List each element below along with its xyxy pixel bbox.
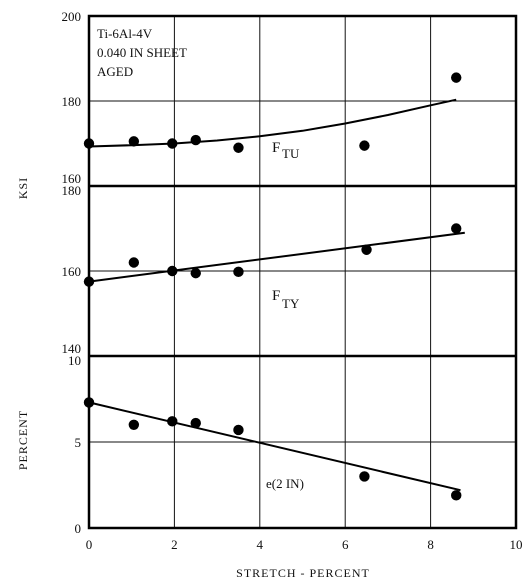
fty-tick-label: 140 [62,341,82,356]
fty-point [167,265,178,277]
elong-label: e(2 IN) [266,476,304,491]
elong-point [128,419,140,430]
ftu-point [190,134,201,146]
grid-lines [89,16,516,528]
annotation-line-3: AGED [97,64,133,79]
plot-frame [87,14,518,530]
plot-border [87,14,518,530]
ksi-axis-label: KSI [16,177,30,199]
ftu-tick-label: 160 [62,171,82,186]
elong-point [359,471,370,482]
fty-trend-line [88,231,465,283]
trend-lines [88,98,465,492]
ftu-label-main: F [272,140,280,156]
ftu-tick-label: 180 [62,94,82,109]
x-tick-label: 0 [86,537,93,552]
fty-label-main: F [272,288,280,304]
elong-point [233,424,244,436]
elong-trend-line [88,401,461,492]
elong-tick-label: 10 [68,353,81,368]
ftu-trend-line [88,98,457,148]
ftu-label-sub: TU [282,146,300,161]
fty-point [361,244,372,255]
x-tick-label: 4 [257,537,264,552]
x-tick-label: 2 [171,537,178,552]
fty-tick-label: 180 [62,183,82,198]
annotation-line-1: Ti-6Al-4V [97,26,153,41]
fty-point [128,257,140,268]
x-axis-label: STRETCH - PERCENT [236,566,370,580]
ftu-tick-label: 200 [62,9,82,24]
ftu-point [451,72,462,83]
x-tick-label: 10 [510,537,523,552]
percent-axis-label: PERCENT [16,410,30,470]
elong-point [190,417,201,429]
elong-tick-label: 5 [75,435,82,450]
elong-point [451,490,462,501]
fty-tick-label: 160 [62,264,82,279]
fty-point [451,223,462,234]
ftu-point [233,142,244,153]
fty-label-sub: TY [282,296,300,311]
ftu-point [359,140,370,151]
x-tick-label: 8 [427,537,434,552]
ftu-point [128,136,140,147]
annotation-line-2: 0.040 IN SHEET [97,45,187,60]
fty-point [190,267,201,279]
fty-point [83,276,95,287]
fty-point [233,266,244,278]
elong-point [167,416,178,427]
elong-tick-label: 0 [75,521,82,536]
elong-point [83,397,95,408]
data-points [83,72,462,501]
x-tick-label: 6 [342,537,349,552]
ftu-point [167,138,178,149]
ftu-point [83,138,95,149]
